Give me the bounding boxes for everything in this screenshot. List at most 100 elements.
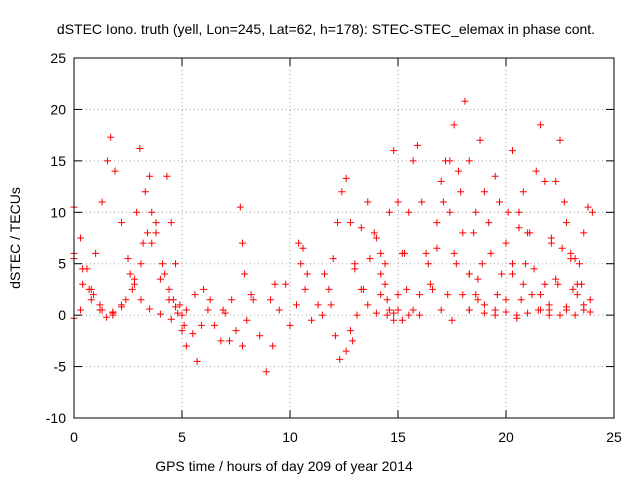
data-point bbox=[383, 296, 391, 304]
data-point bbox=[271, 280, 279, 288]
y-tick-label: 20 bbox=[50, 101, 66, 117]
data-point bbox=[226, 337, 234, 345]
data-point bbox=[247, 291, 255, 299]
data-point bbox=[87, 296, 95, 304]
data-point bbox=[409, 157, 417, 165]
data-point bbox=[176, 301, 184, 309]
data-point bbox=[156, 275, 164, 283]
data-point bbox=[474, 296, 482, 304]
data-point bbox=[76, 306, 84, 314]
data-point bbox=[200, 285, 208, 293]
data-point bbox=[457, 188, 465, 196]
data-point bbox=[217, 337, 225, 345]
plot-frame bbox=[73, 57, 615, 419]
data-point bbox=[329, 255, 337, 263]
data-point bbox=[571, 311, 579, 319]
data-point bbox=[364, 198, 372, 206]
data-point bbox=[400, 249, 408, 257]
data-point bbox=[394, 198, 402, 206]
data-point bbox=[580, 229, 588, 237]
data-point bbox=[459, 229, 467, 237]
data-point bbox=[353, 311, 361, 319]
data-point bbox=[480, 188, 488, 196]
data-point bbox=[448, 316, 456, 324]
data-point bbox=[586, 296, 594, 304]
data-point bbox=[446, 157, 454, 165]
y-tick-label: 10 bbox=[50, 204, 66, 220]
data-point bbox=[541, 280, 549, 288]
data-point bbox=[474, 275, 482, 283]
data-point bbox=[232, 327, 240, 335]
data-point bbox=[480, 301, 488, 309]
data-point bbox=[130, 280, 138, 288]
data-point bbox=[476, 136, 484, 144]
data-point bbox=[269, 342, 277, 350]
data-point bbox=[174, 309, 182, 317]
data-point bbox=[364, 301, 372, 309]
data-point bbox=[454, 167, 462, 175]
data-point bbox=[554, 280, 562, 288]
data-point bbox=[537, 291, 545, 299]
data-point bbox=[146, 172, 154, 180]
data-point bbox=[334, 219, 342, 227]
data-point bbox=[96, 301, 104, 309]
data-point bbox=[450, 249, 458, 257]
data-point bbox=[297, 260, 305, 268]
data-point bbox=[267, 296, 275, 304]
data-point bbox=[137, 296, 145, 304]
data-point bbox=[301, 285, 309, 293]
data-point bbox=[547, 234, 555, 242]
data-point bbox=[141, 188, 149, 196]
data-point bbox=[338, 188, 346, 196]
data-point bbox=[508, 147, 516, 155]
data-point bbox=[303, 270, 311, 278]
data-point bbox=[103, 157, 111, 165]
y-tick-label: -10 bbox=[46, 410, 66, 426]
data-point bbox=[357, 224, 365, 232]
data-point bbox=[282, 280, 290, 288]
data-point bbox=[390, 316, 398, 324]
data-point bbox=[308, 316, 316, 324]
data-point bbox=[346, 219, 354, 227]
data-point bbox=[178, 311, 186, 319]
data-point bbox=[370, 229, 378, 237]
data-point bbox=[446, 208, 454, 216]
data-point bbox=[575, 260, 583, 268]
data-point bbox=[327, 301, 335, 309]
data-point bbox=[515, 224, 523, 232]
data-point bbox=[552, 275, 560, 283]
data-point bbox=[526, 229, 534, 237]
data-point bbox=[485, 219, 493, 227]
data-point bbox=[98, 198, 106, 206]
data-point bbox=[321, 270, 329, 278]
data-point bbox=[385, 208, 393, 216]
data-point bbox=[111, 167, 119, 175]
data-point bbox=[89, 291, 97, 299]
data-point bbox=[513, 311, 521, 319]
data-point bbox=[573, 291, 581, 299]
data-point bbox=[424, 260, 432, 268]
x-axis-label: GPS time / hours of day 209 of year 2014 bbox=[155, 458, 413, 474]
data-point bbox=[478, 260, 486, 268]
data-point bbox=[137, 260, 145, 268]
data-point bbox=[426, 280, 434, 288]
data-point bbox=[498, 270, 506, 278]
data-point bbox=[416, 311, 424, 319]
x-tick-label: 15 bbox=[390, 429, 406, 445]
data-point bbox=[292, 301, 300, 309]
data-point bbox=[165, 285, 173, 293]
data-point bbox=[107, 133, 115, 141]
data-point bbox=[502, 308, 510, 316]
data-point bbox=[405, 311, 413, 319]
data-point bbox=[156, 310, 164, 318]
y-tick-label: 5 bbox=[58, 256, 66, 272]
data-point bbox=[452, 260, 460, 268]
data-point bbox=[238, 239, 246, 247]
data-point bbox=[567, 249, 575, 257]
data-point bbox=[318, 311, 326, 319]
data-point bbox=[152, 229, 160, 237]
data-point bbox=[133, 208, 141, 216]
data-point bbox=[372, 234, 380, 242]
data-point bbox=[465, 157, 473, 165]
